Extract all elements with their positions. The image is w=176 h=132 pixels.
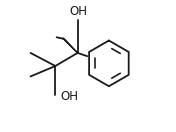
Polygon shape (62, 38, 78, 53)
Text: OH: OH (61, 89, 78, 103)
Text: OH: OH (70, 5, 88, 18)
